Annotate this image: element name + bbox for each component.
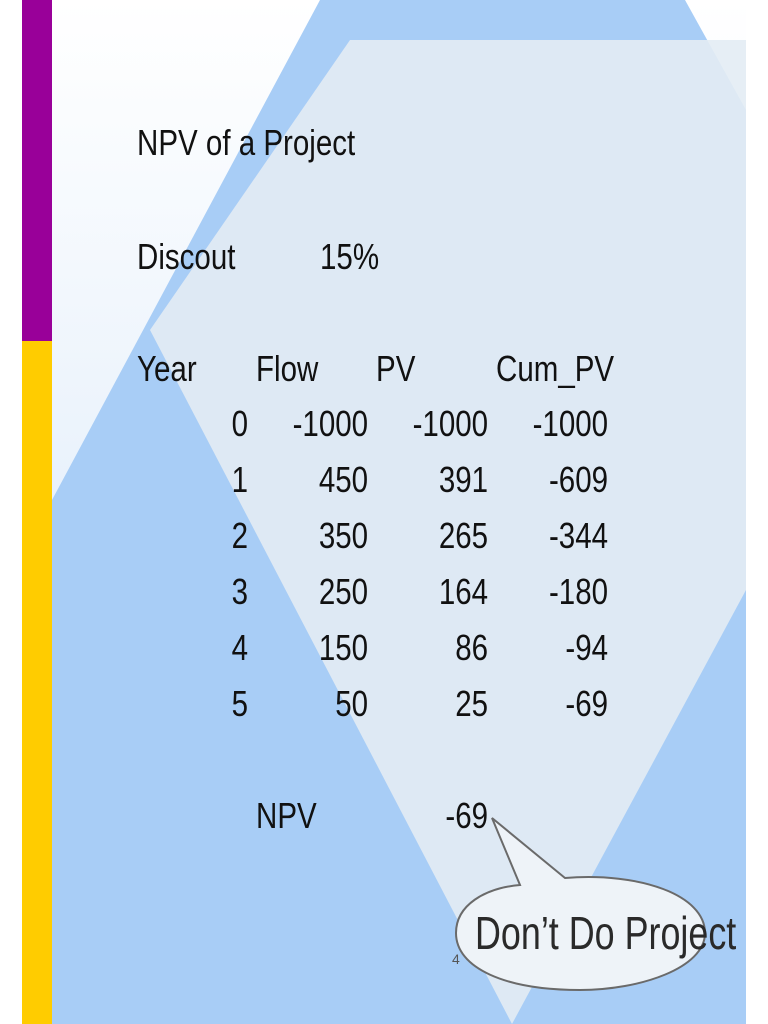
cell-cum-pv: -69 (565, 683, 608, 724)
discount-label: Discout (137, 236, 236, 277)
header-flow: Flow (256, 348, 319, 389)
light-diamond-shape (150, 40, 746, 1024)
cell-cum-pv: -609 (548, 459, 608, 500)
cell-cum-pv: -180 (548, 571, 608, 612)
right-margin (746, 0, 768, 1024)
npv-label: NPV (256, 795, 317, 836)
cell-flow: 350 (318, 515, 368, 556)
cell-pv: 265 (438, 515, 488, 556)
cell-cum-pv: -94 (565, 627, 608, 668)
cell-pv: 86 (455, 627, 488, 668)
header-year: Year (137, 348, 197, 389)
header-cum-pv: Cum_PV (496, 348, 615, 389)
cell-pv: 391 (438, 459, 488, 500)
header-pv: PV (376, 348, 416, 389)
cell-year: 1 (231, 459, 248, 500)
cell-flow: 150 (318, 627, 368, 668)
cell-cum-pv: -344 (548, 515, 608, 556)
cell-pv: 25 (455, 683, 488, 724)
cell-year: 4 (231, 627, 248, 668)
npv-value: -69 (445, 795, 488, 836)
accent-bar-yellow (22, 341, 52, 1024)
cell-flow: 250 (318, 571, 368, 612)
cell-pv: 164 (438, 571, 488, 612)
cell-flow: 50 (335, 683, 368, 724)
cell-year: 0 (231, 403, 248, 444)
page-number: 4 (452, 951, 460, 967)
callout-text: Don’t Do Project (475, 907, 737, 959)
cell-cum-pv: -1000 (532, 403, 608, 444)
cell-year: 3 (231, 571, 248, 612)
slide-title: NPV of a Project (137, 122, 356, 163)
cell-flow: 450 (318, 459, 368, 500)
callout-shape (454, 817, 707, 992)
discount-value: 15% (320, 236, 380, 277)
cell-flow: -1000 (292, 403, 368, 444)
accent-bar-purple (22, 0, 52, 341)
cell-year: 5 (231, 683, 248, 724)
cell-pv: -1000 (412, 403, 488, 444)
cell-year: 2 (231, 515, 248, 556)
